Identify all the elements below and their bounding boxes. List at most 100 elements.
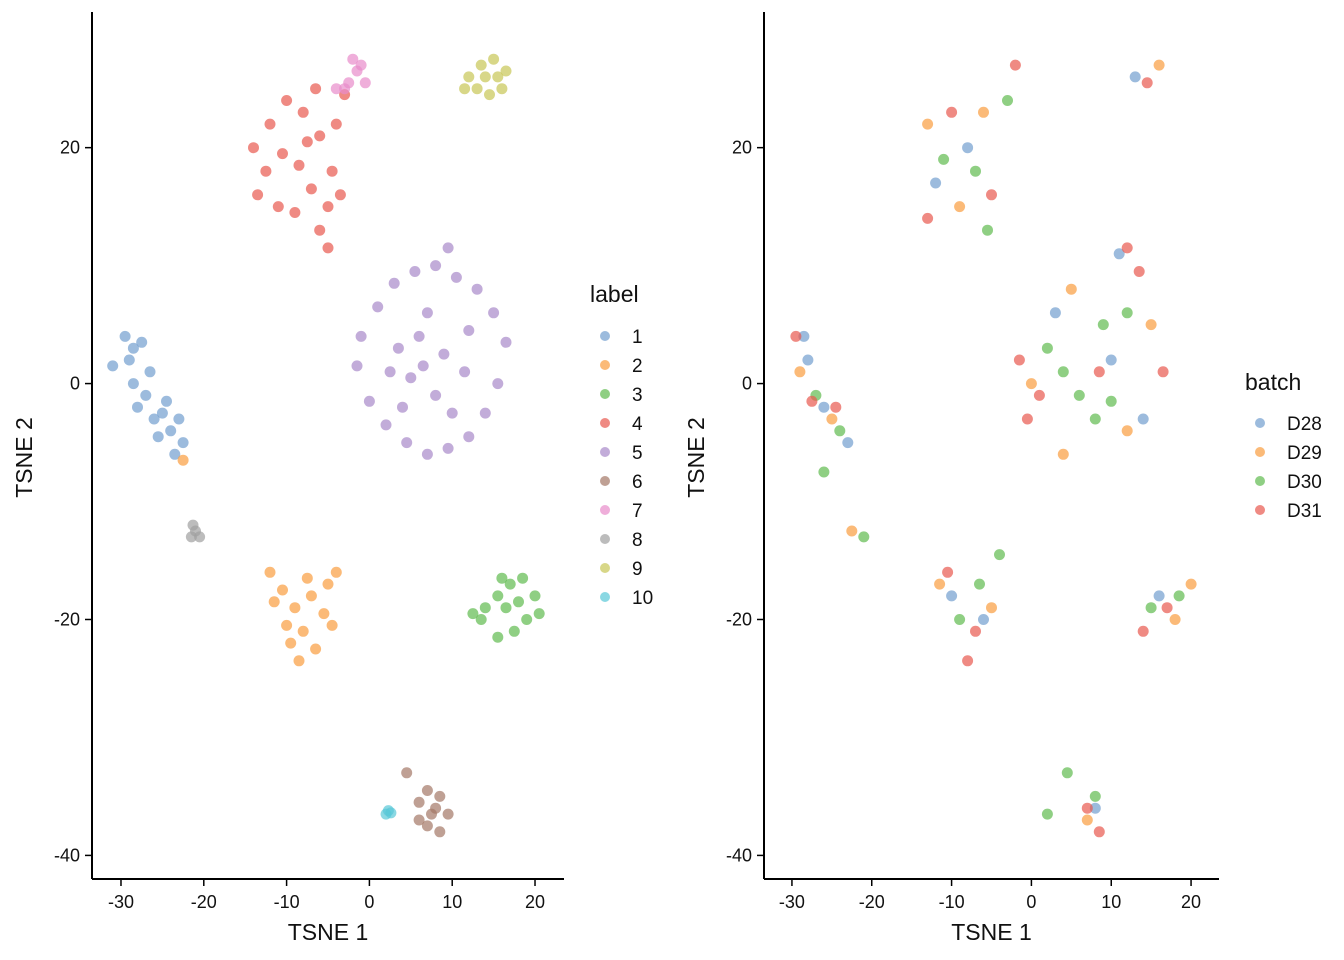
point-label-6-8 — [430, 802, 442, 814]
point-batch-D31-13 — [1133, 266, 1145, 277]
point-label-5-24 — [384, 366, 396, 378]
point-label-2-12 — [301, 572, 313, 584]
legend-key-5 — [600, 447, 610, 457]
points-group — [107, 53, 545, 838]
point-batch-D29-14 — [1081, 814, 1093, 826]
point-batch-D29-11 — [1169, 614, 1181, 625]
point-label-4-7 — [305, 183, 317, 195]
legend: label 1 2 3 4 5 6 7 8 9 10 — [590, 281, 653, 609]
legend-key-7 — [600, 505, 610, 515]
x-tick-label: 0 — [1026, 892, 1036, 912]
point-label-1-0 — [119, 330, 131, 342]
point-batch-D28-0 — [802, 354, 814, 366]
point-label-1-7 — [165, 425, 177, 437]
point-batch-D31-19 — [1081, 802, 1093, 814]
point-label-5-29 — [417, 360, 429, 372]
legend-key-D30 — [1255, 476, 1265, 486]
point-label-1-10 — [136, 336, 148, 348]
point-label-9-3 — [500, 65, 512, 77]
point-label-3-8 — [475, 614, 487, 625]
x-tick-label: -30 — [779, 892, 805, 912]
legend-key-10 — [600, 592, 610, 602]
point-batch-D28-13 — [798, 330, 810, 342]
point-batch-D30-9 — [974, 578, 985, 590]
point-batch-D31-5 — [986, 189, 997, 201]
point-label-6-5 — [421, 820, 433, 832]
scatter-panel-batch: -30 -20 -10 0 10 20 -40 -20 0 20 TSNE 1 TSNE 2 batch… — [683, 12, 1322, 945]
x-axis-title: TSNE 1 — [288, 919, 369, 945]
point-label-5-26 — [463, 325, 475, 336]
point-label-7-3 — [359, 77, 371, 89]
x-tick-label: -10 — [274, 892, 300, 912]
x-tick-label: 10 — [1101, 892, 1121, 912]
point-label-6-9 — [401, 767, 413, 779]
point-batch-D31-20 — [1121, 242, 1133, 254]
legend-label-4: 4 — [632, 414, 643, 435]
legend-key-1 — [600, 331, 610, 341]
point-label-2-5 — [318, 608, 330, 620]
point-batch-D29-9 — [1121, 425, 1133, 437]
point-label-3-0 — [479, 602, 491, 614]
x-tick-label: 0 — [364, 892, 374, 912]
legend: batch D28 D29 D30 D31 — [1245, 369, 1322, 522]
point-label-5-6 — [471, 283, 483, 295]
point-label-5-2 — [388, 277, 400, 289]
point-label-4-19 — [260, 165, 272, 177]
point-label-4-9 — [272, 201, 284, 213]
point-batch-D31-17 — [1141, 77, 1153, 89]
point-label-7-5 — [355, 59, 367, 71]
point-batch-D30-15 — [1145, 602, 1157, 614]
legend-title: label — [590, 281, 639, 307]
point-batch-D30-11 — [1073, 389, 1085, 401]
point-label-2-11 — [322, 578, 334, 590]
point-batch-D28-8 — [1105, 354, 1117, 366]
point-label-3-2 — [504, 578, 516, 590]
point-batch-D29-12 — [1185, 578, 1197, 590]
point-label-6-6 — [413, 814, 425, 826]
y-tick-label: -40 — [726, 845, 752, 865]
legend-key-D29 — [1255, 447, 1265, 457]
point-batch-D31-12 — [1093, 366, 1105, 378]
point-label-4-6 — [322, 201, 334, 213]
scatter-panel-label: -30 -20 -10 0 10 20 -40 -20 0 20 TSNE 1 TSNE 2 label… — [11, 12, 653, 945]
point-label-2-0 — [264, 566, 276, 578]
y-axis-title: TSNE 2 — [11, 417, 37, 498]
point-batch-D28-4 — [962, 142, 974, 154]
x-tick-label: -10 — [939, 892, 965, 912]
point-label-1-2 — [127, 378, 139, 390]
point-label-5-13 — [421, 448, 433, 460]
point-batch-D31-0 — [790, 330, 802, 342]
point-label-3-5 — [521, 614, 533, 625]
point-batch-D30-1 — [834, 425, 846, 437]
point-label-9-7 — [479, 71, 491, 83]
point-label-7-6 — [330, 83, 342, 95]
point-batch-D29-6 — [986, 602, 997, 614]
point-batch-D30-13 — [1121, 307, 1133, 319]
legend-label-10: 10 — [632, 588, 653, 609]
point-label-7-2 — [347, 53, 359, 65]
legend-key-2 — [600, 360, 610, 370]
point-batch-D29-3 — [954, 201, 966, 213]
point-label-2-13 — [285, 637, 297, 649]
point-label-5-9 — [492, 378, 504, 390]
point-label-2-2 — [289, 602, 301, 614]
legend-key-6 — [600, 476, 610, 486]
point-batch-D30-12 — [1097, 319, 1109, 331]
point-label-4-14 — [330, 118, 342, 130]
point-batch-D29-16 — [1057, 448, 1069, 460]
point-label-9-1 — [475, 59, 487, 71]
point-label-2-6 — [326, 619, 338, 631]
point-label-5-23 — [405, 372, 417, 384]
y-tick-label: -20 — [726, 609, 752, 629]
point-label-6-0 — [413, 796, 425, 808]
legend-label-5: 5 — [632, 443, 643, 464]
point-label-4-18 — [334, 189, 346, 201]
point-label-5-20 — [438, 348, 450, 360]
point-label-5-4 — [430, 260, 442, 272]
point-label-10-2 — [385, 807, 397, 819]
point-label-1-6 — [156, 407, 168, 419]
legend-key-3 — [600, 389, 610, 399]
point-batch-D28-11 — [1129, 71, 1141, 83]
point-label-7-4 — [339, 83, 351, 95]
point-batch-D28-12 — [1089, 802, 1101, 814]
